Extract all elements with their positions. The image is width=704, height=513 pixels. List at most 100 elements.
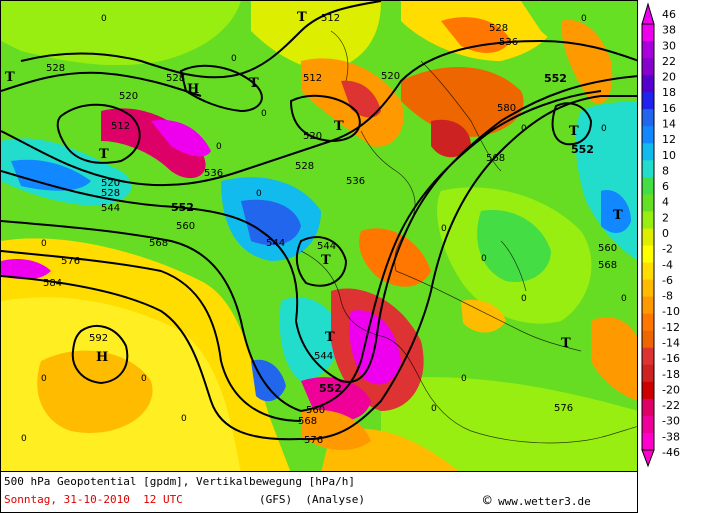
contour-labels: 528 512 520 528 520 528 544 552 560 568 … <box>43 13 617 446</box>
field-description: 500 hPa Geopotential [gpdm], Vertikalbew… <box>4 475 355 488</box>
low-pressure-marker: T <box>5 70 15 85</box>
vertical-motion-field <box>1 1 637 471</box>
legend-swatch <box>642 228 654 247</box>
contour-label: 568 <box>486 153 505 164</box>
low-pressure-marker: T <box>561 336 571 351</box>
legend-swatch <box>642 160 654 178</box>
legend-label: -20 <box>662 383 680 396</box>
contour-label: 544 <box>101 203 120 214</box>
legend-label: -6 <box>662 274 673 287</box>
pressure-centers: H H T T T T T T T T T T <box>5 10 623 365</box>
zero-label: 0 <box>481 254 487 264</box>
contour-label: 580 <box>497 103 516 114</box>
legend-label: -16 <box>662 352 680 365</box>
contour-label: 560 <box>598 243 617 254</box>
legend-swatch <box>642 330 654 349</box>
contour-label: 544 <box>317 241 336 252</box>
low-pressure-marker: T <box>334 119 344 134</box>
contour-label: 536 <box>499 37 518 48</box>
legend-label: 18 <box>662 86 676 99</box>
low-pressure-marker: T <box>297 10 307 25</box>
legend-arrow-bottom <box>641 449 655 468</box>
date-label: Sonntag, 31-10-2010 12 UTC <box>4 493 183 506</box>
legend-label: 8 <box>662 164 669 177</box>
legend-label: 0 <box>662 227 669 240</box>
contour-label: 536 <box>346 176 365 187</box>
zero-label: 0 <box>581 14 587 24</box>
zero-label: 0 <box>461 374 467 384</box>
legend-label: -46 <box>662 446 680 459</box>
zero-label: 0 <box>231 54 237 64</box>
copyright-icon: © <box>483 493 492 509</box>
contour-label: 512 <box>321 13 340 24</box>
legend-swatch <box>642 92 654 110</box>
zero-label: 0 <box>261 109 267 119</box>
contour-label: 528 <box>166 73 185 84</box>
legend-swatch <box>642 211 654 229</box>
contour-label: 560 <box>176 221 195 232</box>
legend-swatch <box>642 194 654 212</box>
contour-label: 536 <box>204 168 223 179</box>
legend-label: 38 <box>662 24 676 37</box>
zero-label: 0 <box>521 294 527 304</box>
contour-label: 568 <box>598 260 617 271</box>
contour-label: 520 <box>303 131 322 142</box>
legend-swatch <box>642 262 654 281</box>
zero-label: 0 <box>521 124 527 134</box>
contour-label: 584 <box>43 278 62 289</box>
credit: © www.wetter3.de <box>483 493 591 509</box>
credit-link[interactable]: www.wetter3.de <box>498 495 591 508</box>
zero-label: 0 <box>216 142 222 152</box>
zero-label: 0 <box>441 224 447 234</box>
contour-label: 552 <box>171 201 194 214</box>
legend-swatch <box>642 24 654 42</box>
legend-swatch <box>642 364 654 383</box>
legend-label: -14 <box>662 337 680 350</box>
zero-label: 0 <box>621 294 627 304</box>
contour-label: 528 <box>46 63 65 74</box>
legend-label: -38 <box>662 430 680 443</box>
contour-label: 552 <box>319 382 342 395</box>
contour-label: 544 <box>314 351 333 362</box>
legend-label: 10 <box>662 149 676 162</box>
legend-swatch <box>642 313 654 332</box>
low-pressure-marker: T <box>249 76 259 91</box>
legend-swatch <box>642 41 654 59</box>
legend-swatch <box>642 381 654 400</box>
legend-label: -18 <box>662 368 680 381</box>
geopotential-contours <box>1 1 637 441</box>
contour-label: 520 <box>381 71 400 82</box>
zero-labels: 0 0 0 0 0 0 0 0 0 0 0 0 0 0 0 0 0 0 0 <box>21 14 627 444</box>
legend-label: 46 <box>662 8 676 21</box>
weather-map: 528 512 520 528 520 528 544 552 560 568 … <box>0 0 638 472</box>
legend-swatch <box>642 143 654 161</box>
legend-label: 2 <box>662 211 669 224</box>
contour-label: 528 <box>295 161 314 172</box>
contour-label: 520 <box>119 91 138 102</box>
legend-bar <box>641 2 655 468</box>
legend-label: -10 <box>662 305 680 318</box>
legend-label: 16 <box>662 102 676 115</box>
contour-label: 568 <box>298 416 317 427</box>
legend-labels: 4638302220181614121086420-2-4-6-8-10-12-… <box>662 8 680 459</box>
legend-swatch <box>642 398 654 417</box>
zero-label: 0 <box>431 404 437 414</box>
legend-label: 20 <box>662 71 676 84</box>
contour-label: 552 <box>571 143 594 156</box>
model-label: (GFS) (Analyse) <box>259 493 365 506</box>
contour-label: 560 <box>306 405 325 416</box>
legend-label: 14 <box>662 118 676 131</box>
legend-swatch <box>642 177 654 195</box>
legend-label: 4 <box>662 196 669 209</box>
legend-swatch <box>642 347 654 366</box>
legend-outline <box>641 23 655 451</box>
legend-label: -30 <box>662 415 680 428</box>
high-pressure-marker: H <box>187 82 199 97</box>
zero-label: 0 <box>256 189 262 199</box>
contour-label: 520 <box>101 178 120 189</box>
legend-arrow-top <box>641 2 655 25</box>
zero-label: 0 <box>601 124 607 134</box>
low-pressure-marker: T <box>321 253 331 268</box>
color-legend: 46 38 30 22 20 18 16 14 12 10 8 6 4 2 0 -2 -4 -6 -8 -10 -12-… <box>638 0 704 472</box>
contour-label: 552 <box>544 72 567 85</box>
